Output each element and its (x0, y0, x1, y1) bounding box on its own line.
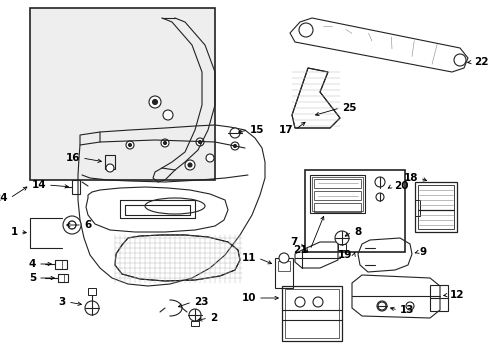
Bar (414, 200, 419, 216)
Circle shape (85, 301, 99, 315)
Circle shape (149, 96, 161, 108)
Bar (88, 288, 96, 295)
Circle shape (187, 163, 192, 167)
Circle shape (163, 110, 173, 120)
Circle shape (196, 138, 203, 146)
Bar (105, 155, 115, 169)
Text: 9: 9 (419, 247, 426, 257)
Circle shape (128, 144, 131, 147)
Circle shape (279, 253, 288, 263)
Text: 17: 17 (278, 125, 292, 135)
Bar (58, 274, 68, 282)
Circle shape (312, 297, 323, 307)
Bar (313, 179, 360, 188)
Bar (313, 191, 360, 200)
Circle shape (375, 193, 383, 201)
Bar (311, 177, 362, 211)
Circle shape (453, 54, 465, 66)
Circle shape (161, 139, 169, 147)
Text: 24: 24 (0, 193, 8, 203)
Bar (58, 274, 64, 282)
Text: 13: 13 (399, 305, 414, 315)
Circle shape (68, 221, 76, 229)
Text: 25: 25 (341, 103, 356, 113)
Circle shape (334, 231, 348, 245)
Text: 16: 16 (65, 153, 80, 163)
Circle shape (189, 309, 201, 321)
Text: 23: 23 (194, 297, 208, 307)
Bar (313, 203, 360, 212)
Circle shape (230, 142, 239, 150)
Text: 1: 1 (11, 227, 18, 237)
Text: 8: 8 (353, 227, 361, 237)
Bar (282, 286, 341, 341)
Circle shape (294, 297, 305, 307)
Circle shape (126, 141, 134, 149)
Circle shape (163, 141, 166, 144)
Bar (274, 258, 292, 288)
Text: 22: 22 (473, 57, 488, 67)
Bar (417, 185, 453, 229)
Circle shape (405, 302, 413, 310)
Circle shape (198, 140, 201, 144)
Text: 20: 20 (393, 181, 407, 191)
Circle shape (229, 128, 240, 138)
Text: 18: 18 (403, 173, 417, 183)
Text: 4: 4 (29, 259, 36, 269)
Bar (305, 170, 404, 252)
Text: 6: 6 (84, 220, 91, 230)
Text: 14: 14 (31, 180, 46, 190)
Bar (72, 180, 80, 194)
Bar (55, 260, 62, 269)
Circle shape (376, 301, 386, 311)
Circle shape (184, 160, 195, 170)
Bar (55, 260, 67, 269)
Bar (285, 289, 338, 338)
Bar (414, 182, 456, 232)
Text: 7: 7 (290, 237, 297, 247)
Text: 5: 5 (29, 273, 36, 283)
Text: 19: 19 (337, 250, 351, 260)
Circle shape (374, 177, 384, 187)
Bar (278, 261, 289, 271)
Bar (30, 8, 215, 180)
Circle shape (298, 23, 312, 37)
Bar (337, 244, 346, 250)
Circle shape (205, 154, 214, 162)
Circle shape (106, 164, 114, 172)
Circle shape (63, 216, 81, 234)
Bar (191, 321, 199, 326)
Circle shape (377, 302, 385, 310)
Text: 3: 3 (59, 297, 66, 307)
Text: 15: 15 (249, 125, 264, 135)
Text: 2: 2 (209, 313, 217, 323)
Circle shape (152, 99, 157, 104)
Bar (429, 285, 447, 311)
Text: 11: 11 (241, 253, 256, 263)
Text: 12: 12 (449, 290, 464, 300)
Circle shape (233, 144, 236, 148)
Bar (309, 175, 364, 213)
Text: 10: 10 (241, 293, 256, 303)
Text: 21: 21 (293, 245, 307, 255)
